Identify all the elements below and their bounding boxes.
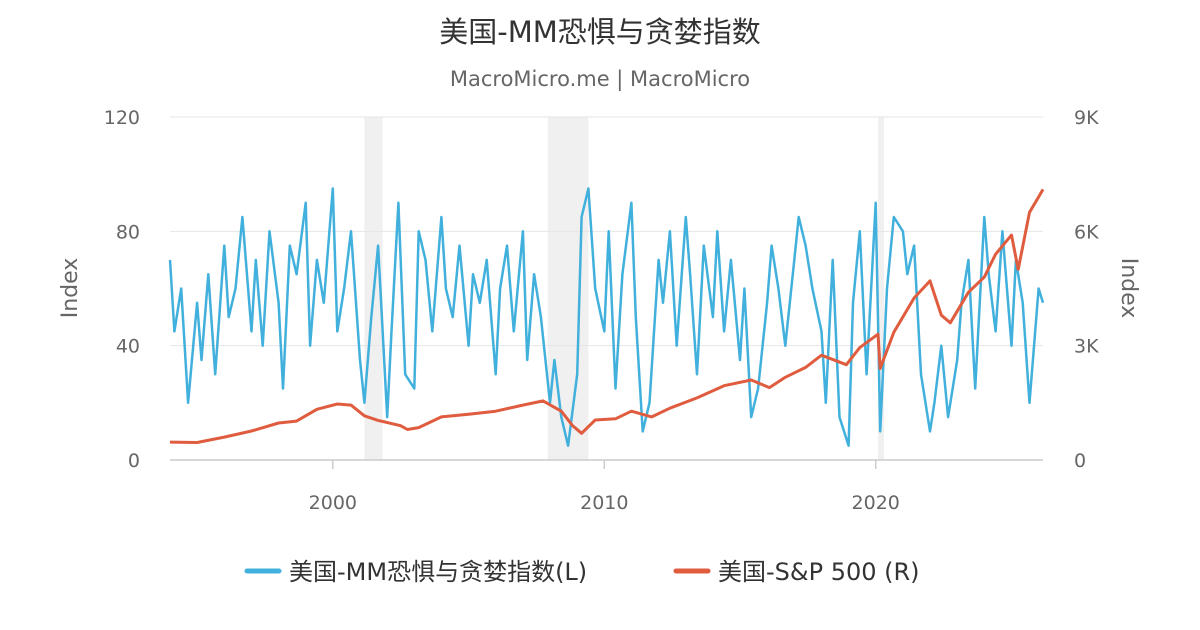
series-lines bbox=[168, 187, 1045, 447]
y-left-tick-label-2: 80 bbox=[116, 221, 140, 243]
y-axis-left-title: Index bbox=[58, 258, 83, 319]
axes: 2000 2010 2020 0 40 80 120 0 3K 6K 9K bbox=[104, 107, 1099, 514]
legend-label-0[interactable]: 美国-MM恐惧与贪婪指数(L) bbox=[289, 558, 587, 586]
legend-label-1[interactable]: 美国-S&P 500 (R) bbox=[718, 558, 920, 586]
chart-title: 美国-MM恐惧与贪婪指数 bbox=[439, 15, 761, 49]
y-right-tick-label-3: 9K bbox=[1074, 107, 1099, 129]
grid-lines bbox=[170, 116, 1043, 347]
recession-band-2 bbox=[878, 117, 885, 460]
y-axis-right-title: Index bbox=[1116, 258, 1141, 319]
y-right-tick-label-1: 3K bbox=[1074, 336, 1099, 358]
series-line-0 bbox=[168, 187, 1045, 447]
x-tick-label-2: 2020 bbox=[852, 492, 900, 514]
recession-band-1 bbox=[547, 117, 589, 460]
y-left-tick-label-0: 0 bbox=[128, 450, 140, 472]
x-tick-label-1: 2010 bbox=[580, 492, 628, 514]
y-right-tick-label-2: 6K bbox=[1074, 221, 1099, 243]
legend: 美国-MM恐惧与贪婪指数(L) 美国-S&P 500 (R) bbox=[244, 558, 920, 586]
y-left-tick-label-3: 120 bbox=[104, 107, 140, 129]
x-tick-label-0: 2000 bbox=[309, 492, 357, 514]
chart-subtitle: MacroMicro.me | MacroMicro bbox=[450, 67, 750, 92]
y-right-tick-label-0: 0 bbox=[1074, 450, 1086, 472]
recession-bands bbox=[364, 117, 885, 460]
series-line-1 bbox=[169, 188, 1045, 444]
y-left-tick-label-1: 40 bbox=[116, 336, 140, 358]
